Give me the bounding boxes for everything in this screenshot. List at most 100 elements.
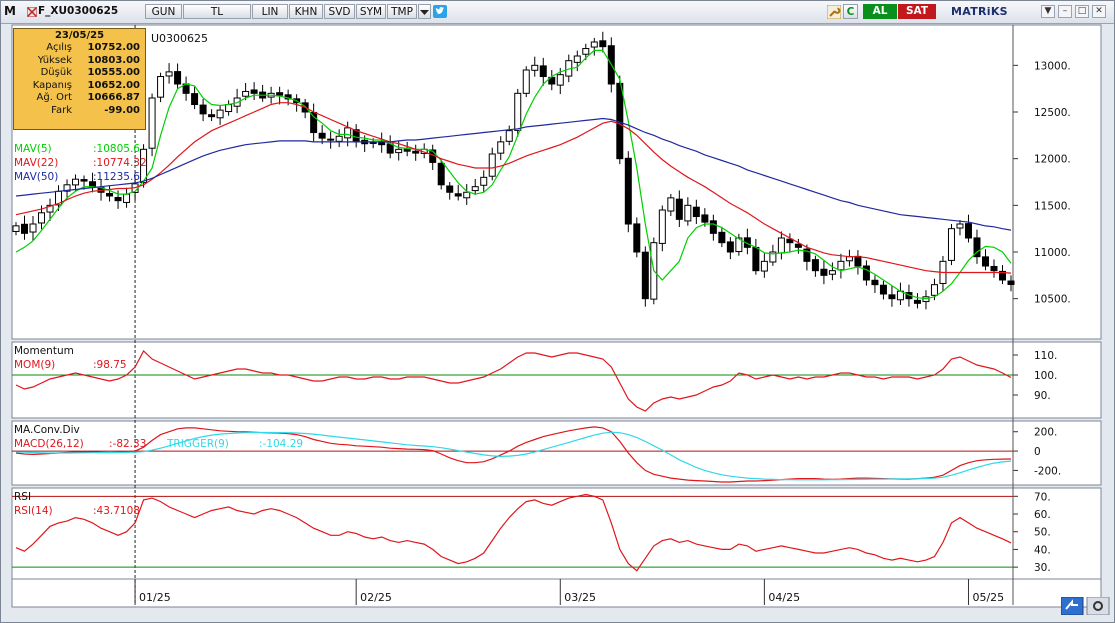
settings-icons[interactable] (1061, 597, 1111, 615)
c-button[interactable]: C (843, 4, 858, 19)
candle-body (454, 193, 462, 197)
y-tick-label: 90. (1034, 390, 1051, 402)
candle-body (573, 55, 581, 63)
series-value: :-82.33 (109, 438, 146, 450)
candle-body (692, 206, 700, 218)
minimize-icon[interactable]: – (1058, 5, 1072, 18)
candle-body (828, 270, 836, 275)
sell-button[interactable]: SAT (898, 4, 936, 19)
svd-button[interactable]: SVD (324, 4, 355, 19)
candle-body (947, 228, 955, 261)
candle-body (701, 214, 709, 223)
y-tick-label: 50. (1034, 527, 1051, 539)
y-tick-label: 110. (1034, 350, 1057, 362)
x-tick-label: 04/25 (768, 591, 800, 604)
candle-body (488, 153, 496, 177)
candle-body (174, 71, 182, 85)
y-tick-label: 30. (1034, 562, 1051, 574)
series-value: :98.75 (93, 359, 127, 371)
info-label: Düşük (40, 67, 72, 79)
candle-body (29, 223, 37, 233)
series-line-rsi14 (15, 493, 1012, 572)
candle-body (21, 223, 29, 234)
candle-body (157, 76, 165, 98)
candle-body (582, 48, 590, 55)
candle-body (208, 114, 216, 118)
candle-body (531, 64, 539, 71)
candle-body (956, 223, 964, 229)
candle-body (624, 157, 632, 225)
maximize-icon[interactable]: □ (1075, 5, 1089, 18)
series-line-mav5 (15, 49, 1012, 300)
series-value: :43.7108 (93, 505, 140, 517)
candle-body (888, 294, 896, 300)
candle-body (769, 251, 777, 263)
y-tick-label: 13000. (1034, 60, 1071, 72)
close-icon[interactable]: ✕ (1092, 5, 1106, 18)
info-label: Yüksek (37, 54, 72, 66)
candle-body (675, 198, 683, 220)
info-value: 10752.00 (87, 42, 140, 53)
indicator-label: MAV(50) (14, 171, 58, 183)
panel-title: MA.Conv.Div (14, 424, 80, 436)
series-label: TRIGGER(9) (166, 438, 229, 450)
y-tick-label: 70. (1034, 491, 1051, 503)
chart-title: U0300625 (151, 32, 208, 45)
candle-body (114, 196, 122, 202)
candle-body (369, 141, 377, 144)
candle-body (777, 237, 785, 254)
period-button[interactable]: GUN (145, 4, 182, 19)
currency-button[interactable]: TL (183, 4, 251, 19)
x-tick-label: 05/25 (972, 591, 1004, 604)
info-row: Açılış 10752.00 (14, 42, 145, 55)
sym-button[interactable]: SYM (356, 4, 386, 19)
candle-body (480, 176, 488, 186)
y-tick-label: -200. (1034, 465, 1061, 477)
scale-linear-button[interactable]: LIN (252, 4, 288, 19)
panel-axis-0 (1012, 24, 1102, 340)
khn-button[interactable]: KHN (289, 4, 323, 19)
candle-body (599, 40, 607, 48)
symbol-label[interactable]: F_XU0300625 (38, 5, 119, 17)
candle-body (318, 132, 326, 139)
series-label: RSI(14) (14, 505, 53, 517)
panel-axis-2 (1012, 420, 1102, 486)
dropdown-icon[interactable] (418, 4, 431, 19)
candle-body (471, 186, 479, 192)
candle-body (981, 256, 989, 267)
twitter-icon[interactable] (433, 5, 447, 18)
candle-body (505, 130, 513, 142)
candle-body (446, 185, 454, 193)
candle-body (811, 259, 819, 272)
flag-icon[interactable] (27, 7, 37, 17)
time-axis-area (11, 578, 1102, 608)
candle-body (327, 138, 335, 141)
y-tick-label: 10500. (1034, 294, 1071, 306)
panel-axis-3 (1012, 487, 1102, 580)
app-logo[interactable]: M (4, 4, 16, 18)
info-value: 10666.87 (87, 92, 140, 104)
candle-body (820, 268, 828, 276)
indicator-label: MAV(5) (14, 143, 52, 155)
candle-body (437, 162, 445, 186)
candle-body (497, 141, 505, 154)
tmp-button[interactable]: TMP (387, 4, 417, 19)
candle-body (658, 209, 666, 244)
candle-body (310, 111, 318, 134)
toolbar: M F_XU0300625 GUN TL LIN KHN SVD SYM TMP… (1, 1, 1114, 24)
info-value: 10652.00 (87, 79, 140, 91)
series-line-mav50 (15, 117, 1012, 231)
buy-button[interactable]: AL (863, 4, 897, 19)
candle-body (684, 204, 692, 222)
candle-body (46, 204, 54, 213)
candle-body (38, 212, 46, 224)
candle-body (633, 223, 641, 253)
info-label: Fark (51, 104, 72, 116)
menu-down-icon[interactable]: ▼ (1041, 5, 1055, 18)
candle-body (335, 135, 343, 142)
info-label: Ağ. Ort (36, 92, 72, 104)
candle-body (718, 231, 726, 244)
wrench-icon[interactable] (827, 5, 841, 19)
candle-body (344, 127, 352, 139)
